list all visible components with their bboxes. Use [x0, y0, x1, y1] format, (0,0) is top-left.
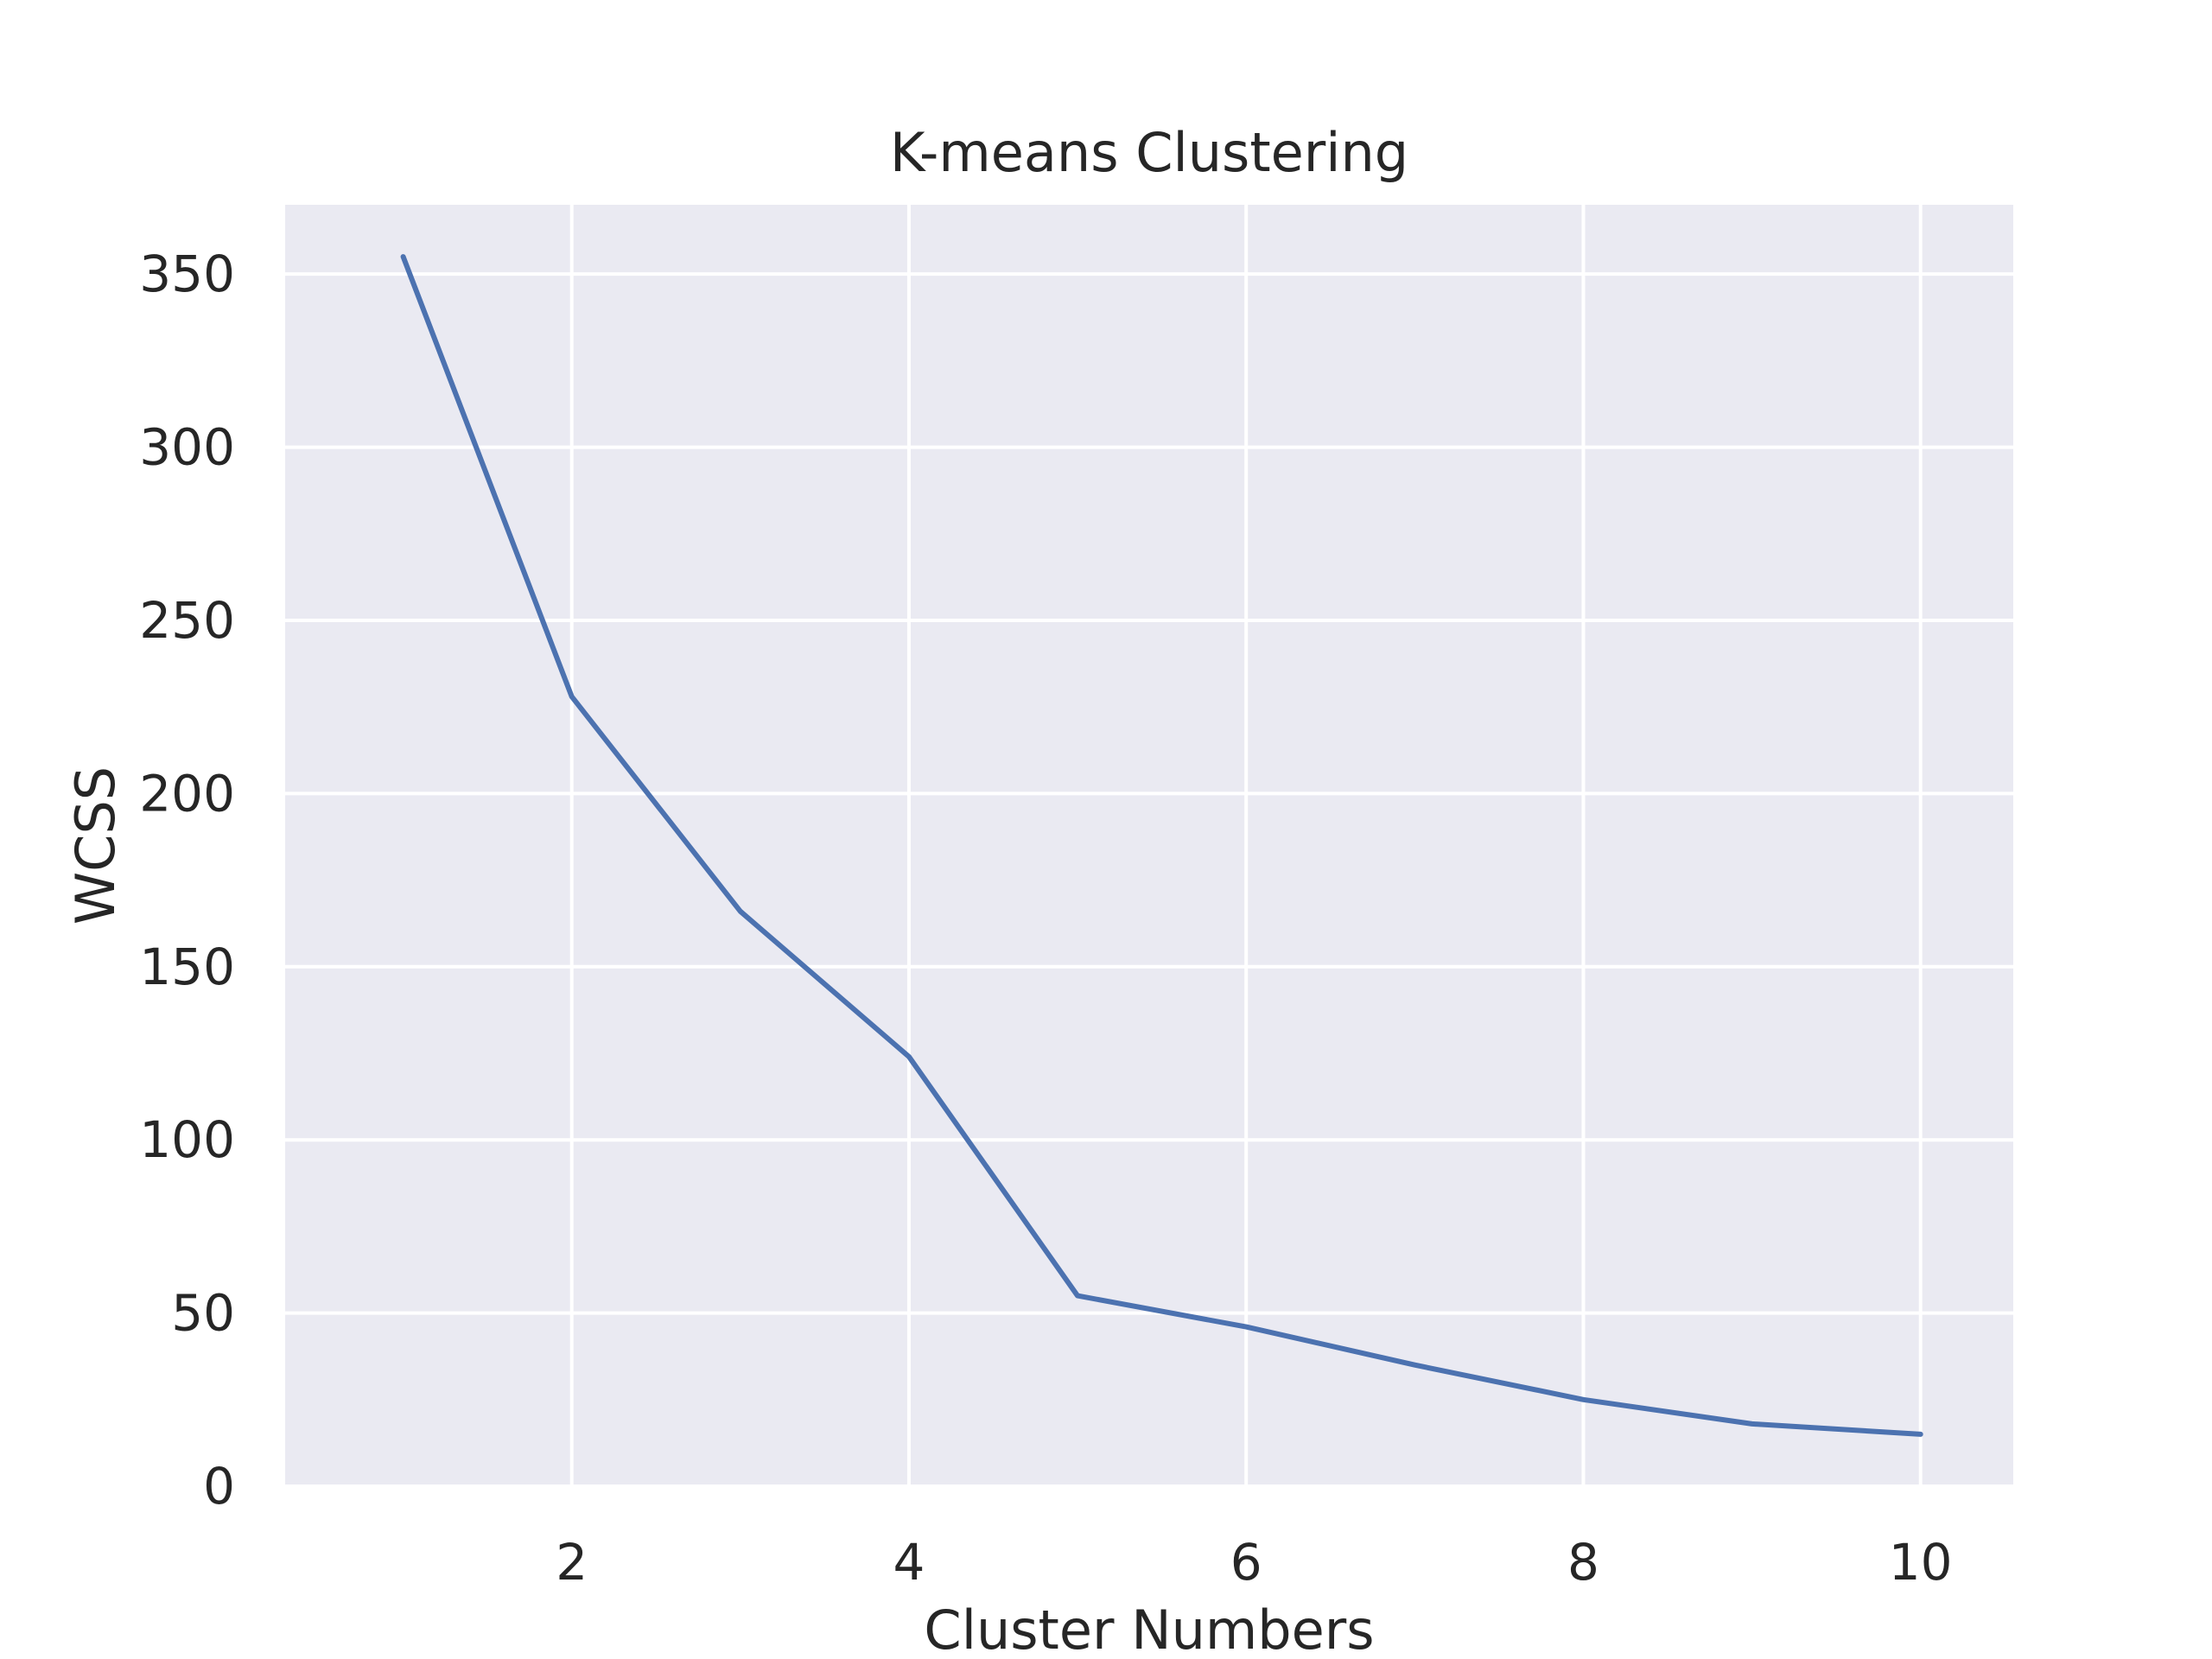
plot-area: [285, 205, 2013, 1486]
series-line-1: [400, 254, 1923, 1437]
y-tick-label: 300: [139, 418, 235, 477]
y-tick-label: 350: [139, 245, 235, 303]
y-axis-title: WCSS: [64, 766, 127, 925]
chart-title: K-means Clustering: [890, 121, 1408, 184]
x-tick-label: 4: [893, 1533, 925, 1592]
y-tick-label: 100: [139, 1110, 235, 1169]
y-tick-label: 250: [139, 591, 235, 650]
series-layer: [400, 254, 1923, 1437]
x-tick-label: 8: [1567, 1533, 1599, 1592]
x-tick-labels: 2 4 6 8 10: [556, 1533, 1952, 1592]
y-tick-label: 0: [203, 1457, 235, 1516]
x-axis-title: Cluster Numbers: [924, 1599, 1374, 1659]
x-tick-label: 2: [556, 1533, 588, 1592]
y-tick-labels: 0 50 100 150 200 250 300 350: [139, 245, 235, 1516]
x-tick-label: 6: [1230, 1533, 1262, 1592]
x-tick-label: 10: [1889, 1533, 1953, 1592]
grid-lines: [285, 205, 2013, 1488]
y-tick-label: 200: [139, 764, 235, 823]
y-tick-label: 150: [139, 938, 235, 996]
y-tick-label: 50: [171, 1284, 235, 1343]
